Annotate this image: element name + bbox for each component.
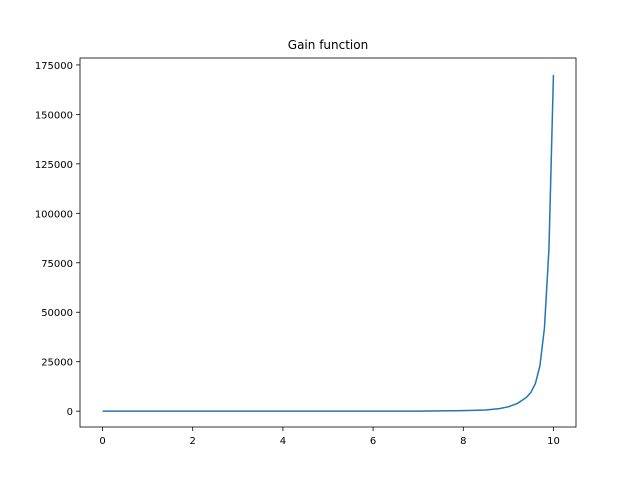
x-tick-label: 2 bbox=[190, 436, 196, 447]
axes-frame bbox=[79, 57, 577, 428]
plot-area: 0 2 4 6 8 10 0 25000 50000 75000 100000 125000 15000… bbox=[35, 61, 560, 447]
y-tick-label: 150000 bbox=[35, 110, 73, 121]
y-tick-label: 175000 bbox=[35, 61, 73, 72]
x-tick-label: 6 bbox=[370, 436, 376, 447]
x-tick-label: 8 bbox=[460, 436, 466, 447]
y-tick-label: 50000 bbox=[41, 308, 73, 319]
y-tick-label: 0 bbox=[67, 407, 73, 418]
y-tick-label: 25000 bbox=[41, 358, 73, 369]
x-tick-label: 0 bbox=[99, 436, 105, 447]
series-line bbox=[102, 74, 555, 412]
y-tick-label: 100000 bbox=[35, 209, 73, 220]
x-tick-label: 10 bbox=[547, 436, 560, 447]
x-tick-label: 4 bbox=[280, 436, 286, 447]
y-tick-label: 75000 bbox=[41, 259, 73, 270]
chart-title: Gain function bbox=[288, 38, 368, 52]
y-tick-label: 125000 bbox=[35, 160, 73, 171]
